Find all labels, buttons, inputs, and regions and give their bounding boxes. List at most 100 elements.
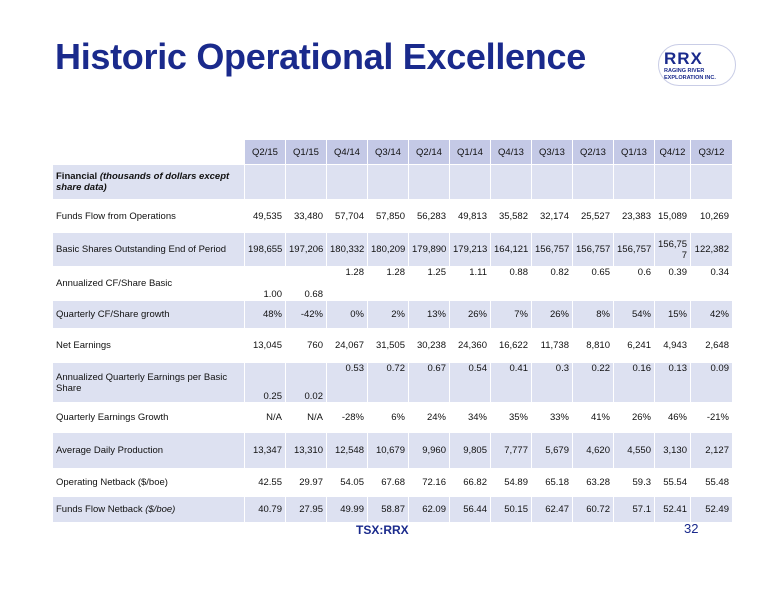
section-label-bold: Financial [56,171,100,182]
table-cell: 10,679 [367,432,409,469]
table-cell: 54.89 [490,468,532,497]
table-cell: 40.79 [244,496,286,523]
table-cell: 1.28 [367,266,409,301]
column-header: Q1/15 [285,139,327,165]
table-cell: 760 [285,328,327,363]
table-cell: 56.44 [449,496,491,523]
table-cell: 180,209 [367,232,409,267]
table-cell: 179,890 [408,232,450,267]
table-cell: 2,127 [690,432,733,469]
table-cell: 0.6 [613,266,655,301]
table-cell: 0.22 [572,362,614,403]
table-cell: 32,174 [531,199,573,233]
table-row: Annualized CF/Share Basic 1.00 0.68 1.28 1.2… [52,266,733,301]
table-cell: 4,943 [654,328,691,363]
column-header: Q2/14 [408,139,450,165]
table-cell: 4,550 [613,432,655,469]
table-cell: 1.00 [244,266,286,301]
table-cell: 0.39 [654,266,691,301]
table-cell: 59.3 [613,468,655,497]
table-cell: N/A [285,402,327,433]
table-cell: 15,089 [654,199,691,233]
header-row: Q2/15 Q1/15 Q4/14 Q3/14 Q2/14 Q1/14 Q4/1… [52,139,733,165]
column-header: Q3/13 [531,139,573,165]
table-cell: N/A [244,402,286,433]
table-cell: 5,679 [531,432,573,469]
column-header: Q1/14 [449,139,491,165]
table-cell: 3,130 [654,432,691,469]
table-cell: 33% [531,402,573,433]
table-cell: 0.88 [490,266,532,301]
table-cell: 7% [490,300,532,329]
table-cell: 67.68 [367,468,409,497]
table-cell: 1.28 [326,266,368,301]
row-label-plain: Funds Flow Netback [56,504,146,515]
row-label: Funds Flow Netback ($/boe) [52,496,245,523]
table-cell: 50.15 [490,496,532,523]
table-cell: 62.09 [408,496,450,523]
table-cell: 60.72 [572,496,614,523]
table-cell: 33,480 [285,199,327,233]
table-cell: 0.13 [654,362,691,403]
table-row: Quarterly CF/Share growth 48% -42% 0% 2% 13% 2… [52,300,733,329]
table-row: Operating Netback ($/boe) 42.55 29.97 54.05… [52,468,733,497]
table-cell: 0.53 [326,362,368,403]
table-cell: 0.02 [285,362,327,403]
table-cell: 23,383 [613,199,655,233]
table-cell: 156,757 [531,232,573,267]
table-cell: -28% [326,402,368,433]
table-cell: 57,850 [367,199,409,233]
table-cell: 0.34 [690,266,733,301]
table-cell: 30,238 [408,328,450,363]
row-label: Quarterly CF/Share growth [52,300,245,329]
table-cell: 13,347 [244,432,286,469]
table-cell: 12,548 [326,432,368,469]
table-cell: 0.65 [572,266,614,301]
table-cell: 15% [654,300,691,329]
logo-line-2: EXPLORATION INC. [664,75,716,81]
table-cell: 0.72 [367,362,409,403]
table-cell: 35,582 [490,199,532,233]
table-cell: 0.3 [531,362,573,403]
table-cell: -21% [690,402,733,433]
table-cell: 8,810 [572,328,614,363]
table-cell: 55.54 [654,468,691,497]
table-cell: 24,067 [326,328,368,363]
table-cell: 49,535 [244,199,286,233]
table-cell: 26% [449,300,491,329]
table-cell: 156,75 7 [654,232,691,267]
table-cell: 10,269 [690,199,733,233]
table-cell: 41% [572,402,614,433]
table-row: Quarterly Earnings Growth N/A N/A -28% 6% 24%… [52,402,733,433]
column-header: Q4/14 [326,139,368,165]
table-cell: 197,206 [285,232,327,267]
table-cell: 122,382 [690,232,733,267]
table-cell: 34% [449,402,491,433]
table-cell: 11,738 [531,328,573,363]
page-title: Historic Operational Excellence [55,36,586,77]
row-label: Basic Shares Outstanding End of Period [52,232,245,267]
table-cell: 35% [490,402,532,433]
table-cell: 6% [367,402,409,433]
table-cell: 42% [690,300,733,329]
section-label-italic: (thousands of dollars except share data) [56,171,230,193]
row-label: Net Earnings [52,328,245,363]
row-label: Average Daily Production [52,432,245,469]
table-cell: 52.41 [654,496,691,523]
table-cell: 13,045 [244,328,286,363]
table-cell: 62.47 [531,496,573,523]
page-number: 32 [684,521,699,536]
table-cell: 0.09 [690,362,733,403]
table-cell: 198,655 [244,232,286,267]
table-cell: 1.11 [449,266,491,301]
table-cell: 4,620 [572,432,614,469]
table-row: Funds Flow Netback ($/boe) 40.79 27.95 49.9… [52,496,733,523]
column-header: Q2/15 [244,139,286,165]
table-row: Basic Shares Outstanding End of Period 19… [52,232,733,267]
table-cell: 29.97 [285,468,327,497]
table-cell: 164,121 [490,232,532,267]
table-cell: 0.54 [449,362,491,403]
table-cell: -42% [285,300,327,329]
row-label: Operating Netback ($/boe) [52,468,245,497]
table-cell: 6,241 [613,328,655,363]
